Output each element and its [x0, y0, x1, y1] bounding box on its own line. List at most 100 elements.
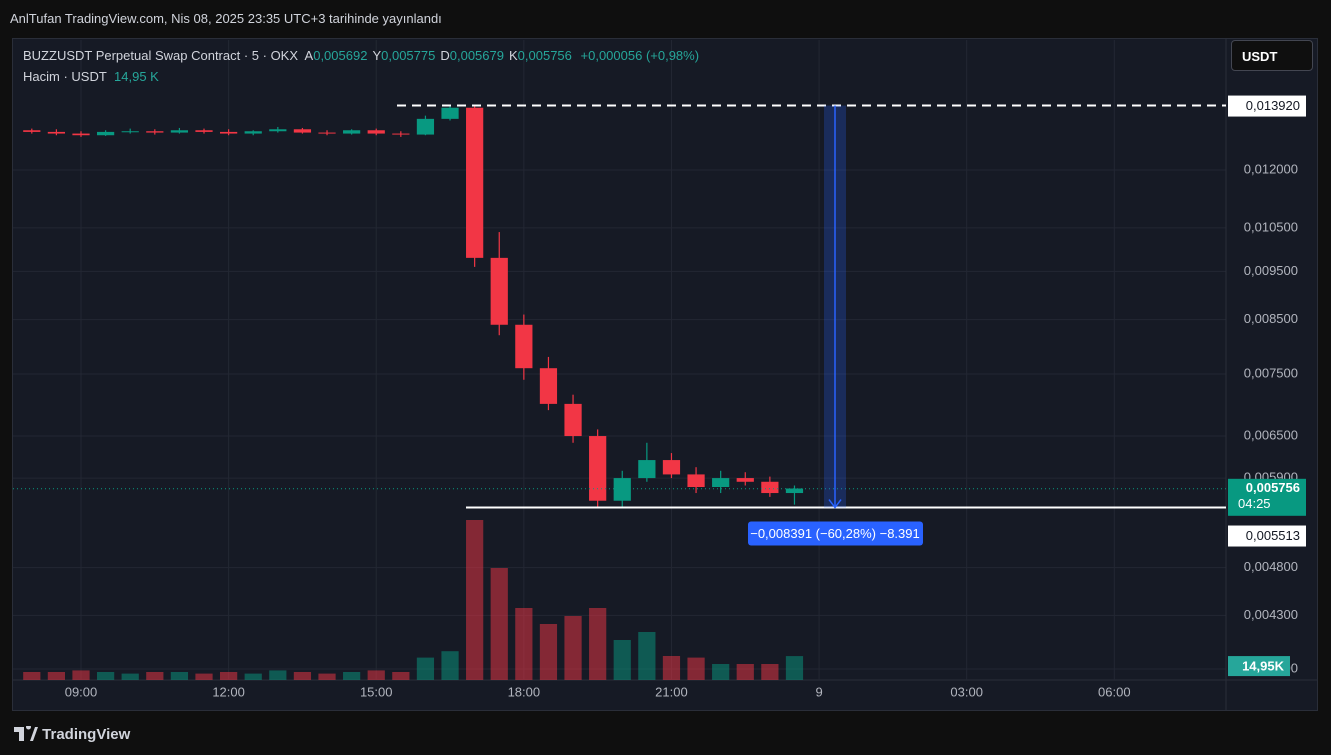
candle-body	[244, 131, 262, 134]
volume-bar	[367, 670, 385, 680]
y-tick-label: 0,009500	[1244, 263, 1298, 278]
ohlc-value: 0,005756	[517, 48, 572, 63]
volume-label-box	[1228, 656, 1290, 677]
candle-body	[170, 130, 189, 133]
level-label-box	[1228, 95, 1306, 117]
volume-bar	[662, 656, 681, 680]
volume-bar	[490, 568, 508, 680]
x-tick-label: 15:00	[360, 684, 393, 699]
volume-bar	[785, 656, 804, 680]
ohlc-name: A	[304, 48, 314, 63]
candle-body	[416, 118, 435, 135]
candle-body	[613, 478, 631, 501]
volume-bar	[47, 672, 66, 680]
x-tick-label: 09:00	[65, 684, 98, 699]
volume-bar	[170, 672, 189, 680]
candle-body	[318, 132, 336, 134]
y-tick-label: 0,006500	[1244, 427, 1298, 442]
volume-bar	[761, 664, 779, 680]
candle-body	[712, 478, 730, 487]
candle-body	[687, 474, 705, 487]
volume-bar	[343, 672, 361, 680]
candle-body	[343, 130, 361, 134]
ohlc-name: D	[440, 48, 450, 63]
volume-bar	[146, 672, 164, 680]
ohlc-name: K	[508, 48, 518, 63]
ohlc-value: 0,005775	[381, 48, 436, 63]
volume-bar	[392, 672, 410, 680]
publish-info: AnlTufan TradingView.com, Nis 08, 2025 2…	[10, 11, 442, 26]
candle-body	[392, 133, 410, 135]
candle-body	[515, 324, 533, 369]
volume-bar	[416, 657, 435, 680]
candle-body	[121, 131, 139, 133]
x-tick-label: 06:00	[1098, 684, 1131, 699]
volume-name: Hacim · USDT	[23, 69, 107, 84]
volume-bar	[244, 673, 262, 680]
x-tick-label: 12:00	[212, 684, 245, 699]
change: +0,000056 (+0,98%)	[580, 48, 700, 63]
candle-body	[589, 436, 607, 501]
candle-body	[638, 460, 656, 479]
x-tick-label: 03:00	[950, 684, 983, 699]
candle-body	[146, 131, 164, 133]
last-price-box	[1228, 478, 1306, 516]
ohlc-value: 0,005679	[449, 48, 504, 63]
candle-body	[539, 368, 558, 404]
volume-bar	[23, 672, 41, 680]
measure-label: −0,008391 (−60,28%) −8.391	[750, 526, 920, 541]
volume-bar	[318, 673, 336, 680]
volume-bar	[72, 670, 90, 680]
volume-bar	[293, 672, 312, 680]
candle-body	[96, 131, 115, 136]
y-tick-label: 0,007500	[1244, 365, 1298, 380]
candle-body	[293, 129, 312, 133]
candle-body	[23, 130, 41, 132]
volume-label: 14,95K	[1242, 659, 1285, 674]
measure-arrowhead	[828, 499, 842, 509]
volume-bar	[441, 651, 459, 680]
candle-body	[220, 131, 238, 134]
unit-button[interactable]: USDT	[1231, 40, 1313, 71]
volume-value: 14,95 K	[114, 69, 159, 84]
candle-body	[441, 107, 459, 119]
logo	[14, 726, 38, 741]
candle-body	[47, 131, 66, 134]
candle-body	[662, 460, 681, 475]
volume-bar	[539, 624, 558, 680]
ohlc-value: 0,005692	[313, 48, 368, 63]
candle-body	[785, 488, 804, 494]
x-tick-label: 21:00	[655, 684, 688, 699]
x-tick-label: 9	[815, 684, 822, 699]
volume-bar	[195, 673, 213, 680]
symbol: BUZZUSDT Perpetual Swap Contract · 5 · O…	[23, 48, 299, 63]
chart-frame	[12, 38, 1318, 711]
candle-body	[269, 129, 287, 132]
volume-bar	[687, 657, 705, 680]
footer-text: TradingView	[42, 726, 131, 743]
level-label: 0,005513	[1246, 528, 1300, 543]
volume-bar	[736, 664, 754, 680]
volume-bar	[466, 520, 484, 680]
countdown-label: 04:25	[1238, 496, 1271, 511]
last-price-label: 0,005756	[1246, 480, 1300, 495]
ohlc-name: Y	[372, 48, 382, 63]
candle-body	[195, 130, 213, 132]
candle-body	[72, 133, 90, 136]
candle-body	[367, 130, 385, 134]
volume-bar	[712, 664, 730, 680]
candle-body	[761, 481, 779, 494]
volume-bar	[564, 616, 582, 680]
legend: BUZZUSDT Perpetual Swap Contract · 5 · O…	[23, 45, 699, 87]
volume-bar	[121, 673, 139, 680]
candle-body	[490, 257, 508, 325]
candle-body	[564, 403, 582, 437]
volume-bar	[589, 608, 607, 680]
y-tick-label: 0,004800	[1244, 559, 1298, 574]
y-tick-label: 0,010500	[1244, 219, 1298, 234]
volume-bar	[515, 608, 533, 680]
volume-bar	[96, 672, 115, 680]
level-label-box	[1228, 525, 1306, 547]
